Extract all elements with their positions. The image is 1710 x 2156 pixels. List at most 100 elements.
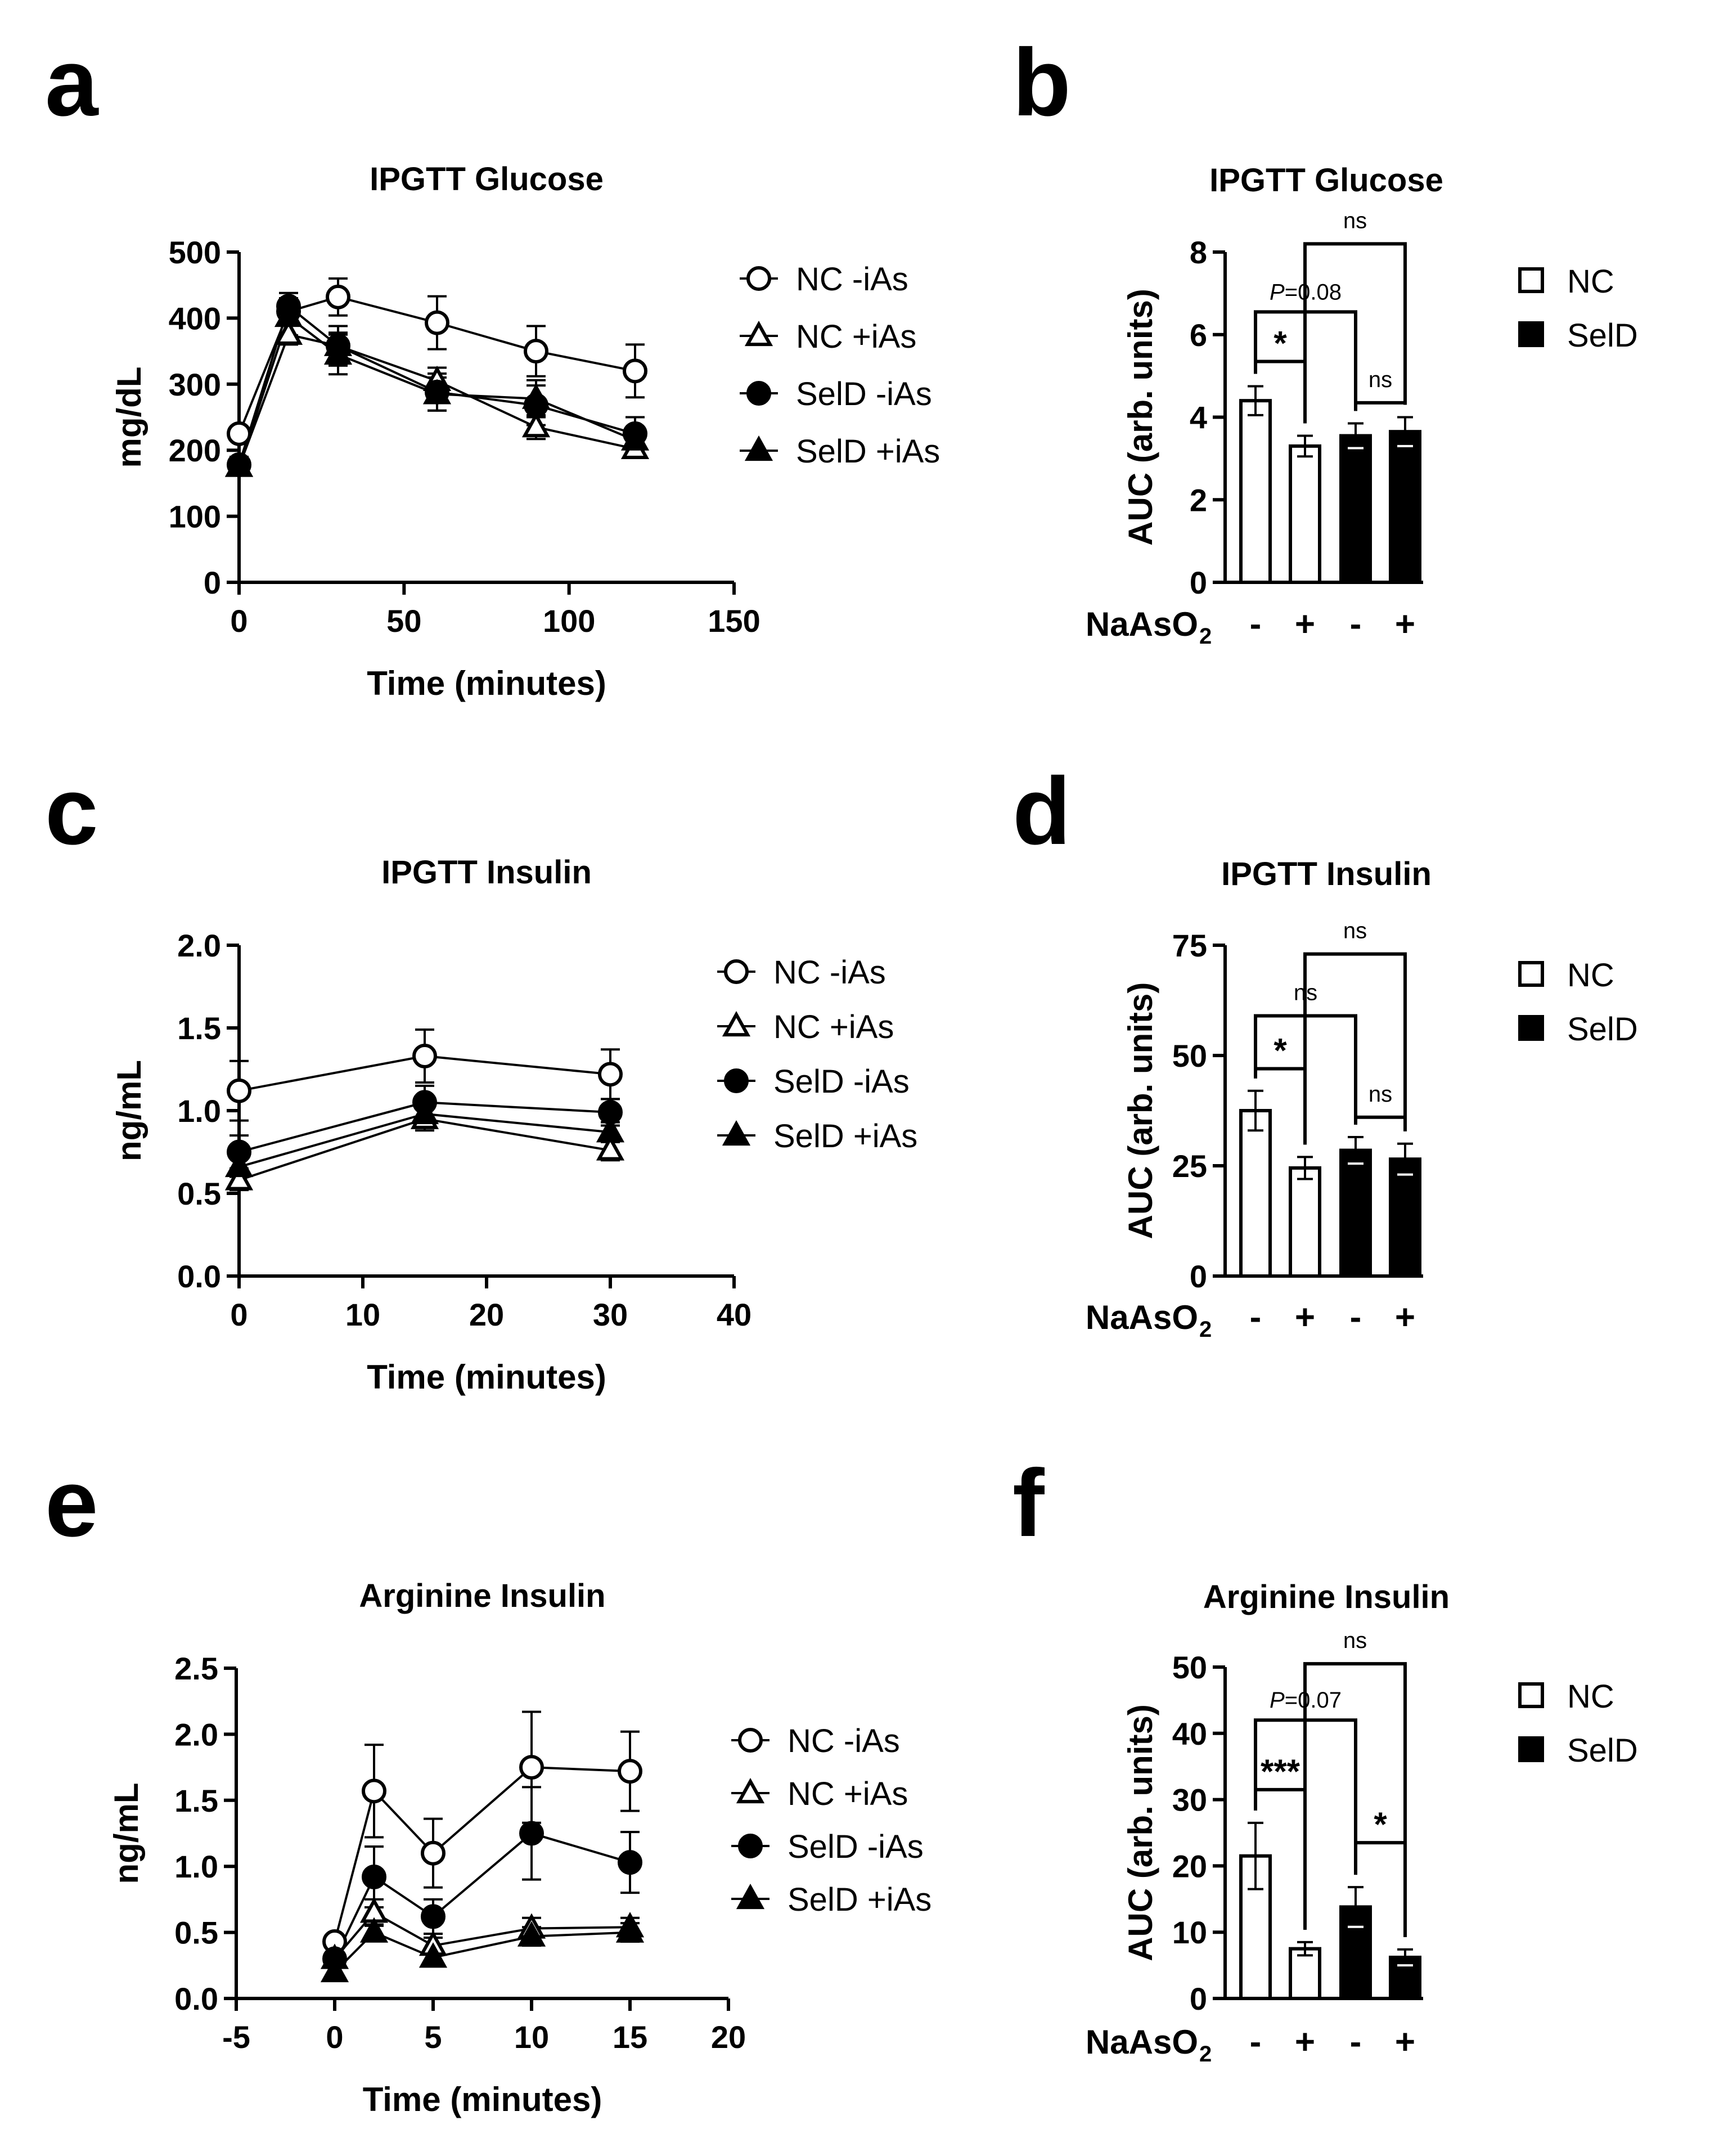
naaso2-sign-b-1: + bbox=[1295, 605, 1315, 644]
legend-label-a: NC -iAs bbox=[796, 261, 908, 298]
legend-marker-c bbox=[724, 959, 749, 984]
x-tick-label-c: 40 bbox=[717, 1297, 752, 1332]
legend-swatch-b-0 bbox=[1518, 267, 1544, 293]
legend-marker-c bbox=[724, 1068, 749, 1093]
bar-b-2 bbox=[1339, 434, 1372, 584]
legend-swatch-d-1 bbox=[1518, 1015, 1544, 1041]
y-tick-label-f: 40 bbox=[1172, 1716, 1207, 1751]
bar-b-3 bbox=[1389, 430, 1421, 585]
naaso2-subscript-f: 2 bbox=[1199, 2042, 1212, 2067]
sig-label-d-0: * bbox=[1274, 1032, 1287, 1070]
legend-marker-e bbox=[736, 1883, 765, 1910]
data-point-a-3 bbox=[422, 379, 452, 405]
x-tick-label-a: 150 bbox=[708, 603, 760, 639]
y-tick-label-a: 300 bbox=[169, 367, 221, 402]
legend-label-c: SelD +iAs bbox=[773, 1118, 917, 1155]
sig-bracket-d-2 bbox=[1354, 1115, 1407, 1131]
x-tick-label-c: 20 bbox=[469, 1297, 504, 1332]
y-tick-label-a: 500 bbox=[169, 235, 221, 270]
legend-marker-c bbox=[722, 1120, 751, 1146]
y-tick-label-f: 10 bbox=[1172, 1915, 1207, 1950]
y-tick-label-c: 0.0 bbox=[177, 1259, 221, 1294]
sig-value-f: =0.07 bbox=[1285, 1688, 1342, 1713]
y-axis-label-c: ng/mL bbox=[110, 1060, 148, 1161]
legend-marker-e bbox=[738, 1834, 763, 1858]
legend-label-a: NC +iAs bbox=[796, 318, 916, 355]
data-point-e-3 bbox=[359, 1917, 389, 1943]
bar-d-2 bbox=[1339, 1148, 1372, 1278]
sig-label-f-1: P=0.07 bbox=[1270, 1688, 1342, 1713]
legend-swatch-d-0 bbox=[1518, 961, 1544, 987]
panel-letter-c: c bbox=[45, 758, 98, 865]
bar-d-3 bbox=[1389, 1157, 1421, 1278]
data-point-c-0 bbox=[412, 1043, 437, 1068]
data-point-c-1 bbox=[224, 1165, 254, 1191]
legend-label-c: NC -iAs bbox=[773, 954, 886, 991]
data-point-a-0 bbox=[425, 310, 449, 335]
panel-letter-a: a bbox=[45, 29, 99, 136]
legend-label-d: SelD bbox=[1567, 1011, 1638, 1048]
y-tick-label-b: 8 bbox=[1190, 235, 1207, 270]
sig-value-b: =0.08 bbox=[1285, 280, 1342, 304]
chart-title-a: IPGTT Glucose bbox=[370, 161, 604, 197]
data-point-e-3 bbox=[517, 1921, 546, 1947]
y-tick-label-d: 0 bbox=[1190, 1259, 1207, 1294]
sig-bracket-b-3 bbox=[1303, 242, 1407, 424]
legend-marker-c bbox=[722, 1010, 751, 1037]
y-tick-label-e: 2.0 bbox=[174, 1717, 218, 1752]
legend-swatch-b-1 bbox=[1518, 321, 1544, 347]
data-point-a-0 bbox=[524, 339, 548, 364]
legend-label-c: SelD -iAs bbox=[773, 1063, 910, 1100]
data-point-c-3 bbox=[596, 1117, 625, 1143]
data-point-e-2 bbox=[362, 1864, 386, 1889]
data-point-e-3 bbox=[418, 1942, 448, 1968]
legend-label-e: NC -iAs bbox=[788, 1723, 900, 1759]
bar-b-1 bbox=[1289, 444, 1321, 584]
y-axis-label-e: ng/mL bbox=[107, 1783, 145, 1884]
data-point-a-3 bbox=[224, 451, 254, 477]
sig-label-d-2: ns bbox=[1369, 1082, 1392, 1107]
x-axis-label-e: Time (minutes) bbox=[363, 2081, 602, 2118]
y-tick-label-e: 1.5 bbox=[174, 1783, 218, 1818]
y-tick-label-f: 20 bbox=[1172, 1848, 1207, 1884]
legend-label-e: SelD +iAs bbox=[788, 1881, 932, 1918]
naaso2-sign-f-1: + bbox=[1295, 2023, 1315, 2061]
y-tick-label-c: 1.5 bbox=[177, 1010, 221, 1046]
chart-title-c: IPGTT Insulin bbox=[381, 854, 592, 891]
data-point-e-2 bbox=[421, 1904, 446, 1929]
bar-b-0 bbox=[1239, 399, 1272, 585]
sig-p-b: P bbox=[1270, 280, 1285, 304]
y-tick-label-e: 1.0 bbox=[174, 1849, 218, 1884]
sig-label-f-2: * bbox=[1374, 1805, 1387, 1843]
sig-label-b-2: ns bbox=[1369, 367, 1392, 392]
data-point-e-2 bbox=[618, 1850, 642, 1875]
legend-swatch-f-0 bbox=[1518, 1682, 1544, 1708]
x-tick-label-e: 20 bbox=[711, 2019, 746, 2055]
y-tick-label-d: 50 bbox=[1172, 1038, 1207, 1073]
x-tick-label-a: 100 bbox=[543, 603, 595, 639]
data-point-e-3 bbox=[320, 1956, 349, 1983]
sig-label-d-3: ns bbox=[1343, 919, 1367, 944]
y-tick-label-a: 0 bbox=[204, 565, 221, 600]
y-axis-label-d: AUC (arb. units) bbox=[1122, 982, 1159, 1239]
chart-title-e: Arginine Insulin bbox=[359, 1578, 605, 1614]
y-tick-label-b: 0 bbox=[1190, 565, 1207, 600]
x-tick-label-e: -5 bbox=[222, 2019, 250, 2055]
naaso2-label-d: NaAsO bbox=[1086, 1299, 1198, 1336]
data-point-e-3 bbox=[615, 1917, 645, 1943]
y-tick-label-a: 200 bbox=[169, 433, 221, 468]
naaso2-label-f: NaAsO bbox=[1086, 2023, 1198, 2061]
legend-label-f: SelD bbox=[1567, 1732, 1638, 1769]
sig-label-b-1: P=0.08 bbox=[1270, 280, 1342, 304]
data-point-a-0 bbox=[623, 358, 647, 384]
x-tick-label-e: 0 bbox=[326, 2019, 343, 2055]
sig-label-f-3: ns bbox=[1343, 1628, 1367, 1653]
series-line-a-2 bbox=[238, 304, 636, 465]
bar-d-1 bbox=[1289, 1166, 1321, 1278]
legend-label-a: SelD +iAs bbox=[796, 433, 940, 470]
legend-label-f: NC bbox=[1567, 1678, 1614, 1715]
data-point-e-0 bbox=[421, 1840, 446, 1866]
sig-p-f: P bbox=[1270, 1688, 1285, 1713]
naaso2-label-b: NaAsO bbox=[1086, 605, 1198, 643]
